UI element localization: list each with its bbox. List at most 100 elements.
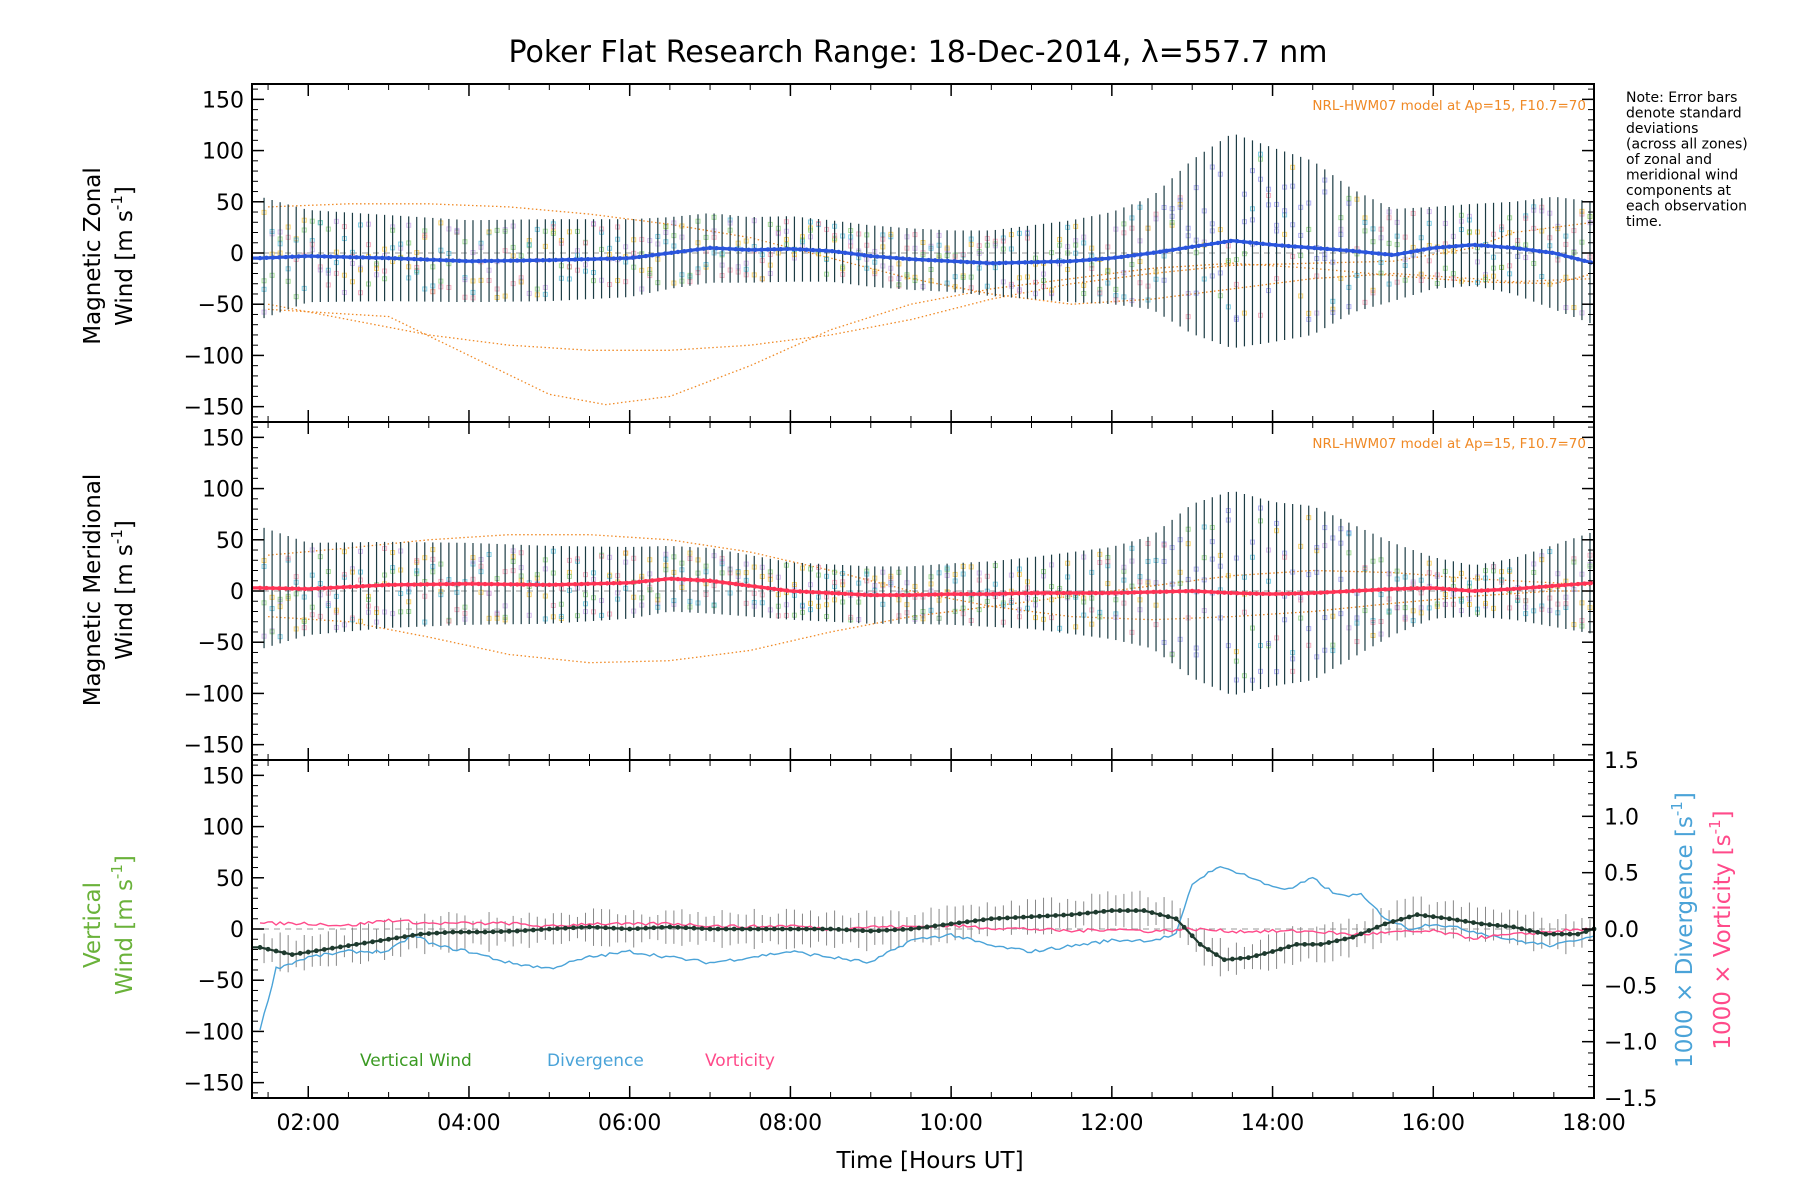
y-tick-label: −50 <box>198 631 244 656</box>
mean-point <box>1247 240 1253 245</box>
mean-point <box>1228 238 1233 244</box>
mean-point <box>932 258 938 263</box>
vertical-wind-point <box>876 928 882 934</box>
mean-point <box>604 581 610 586</box>
vertical-wind-point <box>860 928 866 934</box>
vertical-wind-point <box>836 927 842 932</box>
mean-point <box>919 592 925 598</box>
mean-point <box>354 255 359 260</box>
mean-point <box>1331 589 1336 595</box>
mean-point <box>624 580 629 586</box>
y2-tick-label: −0.5 <box>1604 974 1657 999</box>
vertical-wind-point <box>1229 956 1235 962</box>
vertical-wind-point <box>1567 931 1573 937</box>
vertical-wind-point <box>1238 955 1243 961</box>
vertical-wind-point <box>370 939 375 945</box>
mean-point <box>1305 245 1311 250</box>
y-tick-label: 50 <box>216 191 244 216</box>
mean-point <box>424 257 430 262</box>
mean-point <box>804 589 809 595</box>
vertical-wind-point <box>932 923 938 929</box>
mean-point <box>694 247 700 252</box>
mean-point <box>1183 588 1188 594</box>
divergence-ylabel: 1000 × Divergence [s-1] <box>1668 792 1698 1068</box>
mean-point <box>784 588 790 593</box>
mean-point <box>309 586 314 591</box>
vertical-wind-point <box>1004 915 1010 921</box>
vertical-wind-point <box>1358 931 1364 937</box>
x-axis-label: Time [Hours UT] <box>835 1148 1023 1174</box>
vertical-wind-point <box>1270 949 1275 954</box>
mean-point <box>1498 587 1503 592</box>
mean-point <box>1363 588 1368 593</box>
mean-point <box>1247 591 1253 596</box>
x-tick-label: 06:00 <box>598 1111 661 1136</box>
mean-point <box>1196 589 1201 594</box>
mean-point <box>495 258 501 264</box>
vertical-wind-point <box>1575 931 1581 937</box>
mean-point <box>1042 590 1047 596</box>
mean-point <box>1100 590 1105 596</box>
mean-point <box>1460 587 1465 593</box>
legend-vertical-wind: Vertical Wind <box>360 1051 472 1071</box>
mean-point <box>431 582 436 587</box>
vertical-wind-point <box>1471 920 1476 925</box>
mean-point <box>926 257 931 263</box>
mean-point <box>1434 585 1439 591</box>
mean-point <box>611 256 616 261</box>
mean-point <box>945 258 951 264</box>
mean-point <box>367 255 372 260</box>
mean-point <box>765 247 771 252</box>
mean-point <box>1254 591 1259 596</box>
mean-point <box>1029 260 1034 265</box>
vertical-wind-point <box>418 931 424 937</box>
mean-point <box>984 260 989 266</box>
mean-point <box>1492 587 1497 593</box>
mean-point <box>1524 585 1529 591</box>
mean-point <box>418 582 423 587</box>
mean-point <box>1132 590 1137 595</box>
mean-point <box>1337 247 1343 253</box>
mean-point <box>720 246 726 251</box>
mean-point <box>1376 251 1381 256</box>
mean-point <box>1055 259 1060 264</box>
mean-point <box>1215 240 1221 246</box>
mean-point <box>1350 248 1356 254</box>
mean-point <box>424 582 430 587</box>
mean-point <box>392 256 398 261</box>
mean-point <box>1145 589 1150 595</box>
mean-point <box>868 253 873 259</box>
vertical-wind-point <box>1021 914 1026 920</box>
mean-point <box>489 581 494 587</box>
mean-point <box>1087 257 1092 263</box>
mean-point <box>759 585 764 590</box>
mean-point <box>829 248 835 254</box>
vertical-wind-point <box>1077 911 1083 917</box>
mean-point <box>354 584 359 589</box>
mean-point <box>1498 244 1503 250</box>
mean-point <box>405 256 411 262</box>
mean-point <box>553 582 558 587</box>
mean-point <box>1260 241 1266 247</box>
vertical-wind-point <box>442 930 448 935</box>
vertical-wind-point <box>1559 931 1565 937</box>
mean-point <box>624 256 629 261</box>
vertical-wind-point <box>1093 909 1099 915</box>
mean-point <box>463 581 468 587</box>
y2-tick-label: 1.5 <box>1604 749 1639 774</box>
mean-point <box>1157 249 1163 254</box>
vertical-wind-point <box>1326 940 1332 945</box>
y-tick-label: −50 <box>198 293 244 318</box>
mean-point <box>1093 590 1098 596</box>
mean-point <box>874 592 880 598</box>
vertical-wind-point <box>900 927 906 932</box>
mean-point <box>1517 246 1523 251</box>
mean-point <box>289 254 295 259</box>
vertical-wind-point <box>1543 931 1549 937</box>
mean-point <box>1042 259 1047 265</box>
mean-point <box>630 580 636 585</box>
vertical-wind-point <box>587 924 592 930</box>
x-tick-label: 12:00 <box>1080 1111 1143 1136</box>
vertical-wind-point <box>1438 915 1444 921</box>
